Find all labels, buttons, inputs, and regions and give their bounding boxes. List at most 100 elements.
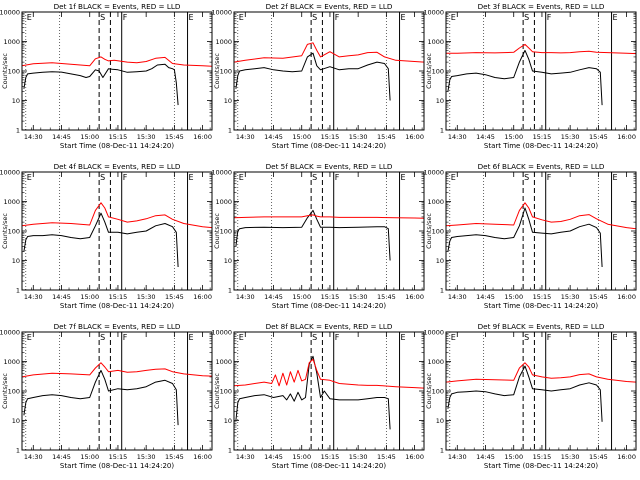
y-axis-label: Counts/sec [1, 213, 9, 249]
series-events [235, 52, 391, 101]
x-tick-label: 16:00 [405, 453, 424, 461]
marker-label-e-start: E [451, 13, 456, 22]
series-events [447, 207, 603, 268]
y-tick-label: 1 [440, 127, 444, 135]
marker-label-s: S [100, 13, 105, 22]
x-tick-label: 15:45 [377, 293, 396, 301]
y-axis-label: Counts/sec [213, 373, 221, 409]
y-tick-label: 100 [432, 228, 444, 236]
marker-label-e-end: E [189, 13, 194, 22]
series-events [447, 365, 603, 422]
y-tick-label: 10 [436, 97, 444, 105]
panel-det-1f: Det 1f BLACK = Events, RED = LLD Counts/s… [0, 2, 213, 150]
marker-label-f: F [335, 333, 340, 342]
series-events [23, 369, 179, 426]
y-axis-label: Counts/sec [425, 213, 433, 249]
x-tick-label: 16:00 [617, 133, 636, 141]
y-tick-label: 10 [224, 257, 232, 265]
x-tick-label: 15:45 [165, 293, 184, 301]
y-tick-label: 1000 [427, 358, 444, 366]
series-lld [446, 43, 637, 55]
y-tick-label: 10000 [423, 169, 444, 177]
y-tick-label: 1000 [215, 358, 232, 366]
x-tick-label: 15:45 [377, 133, 396, 141]
x-tick-label: 15:30 [137, 293, 156, 301]
marker-label-e-end: E [189, 333, 194, 342]
y-tick-label: 100 [220, 388, 232, 396]
marker-label-s: S [312, 173, 317, 182]
series-lld [21, 202, 213, 229]
y-axis-label: Counts/sec [425, 373, 433, 409]
y-tick-label: 1 [228, 127, 232, 135]
marker-label-e-end: E [613, 333, 618, 342]
x-tick-label: 15:45 [589, 293, 608, 301]
marker-label-e-end: E [401, 333, 406, 342]
y-tick-label: 100 [432, 388, 444, 396]
y-tick-label: 10000 [423, 329, 444, 337]
y-tick-label: 10 [12, 97, 20, 105]
y-tick-label: 10 [224, 417, 232, 425]
y-axis-label: Counts/sec [1, 53, 9, 89]
x-tick-label: 14:30 [24, 133, 43, 141]
x-tick-label: 15:15 [109, 133, 128, 141]
x-tick-label: 15:45 [165, 133, 184, 141]
y-tick-label: 1 [440, 447, 444, 455]
y-tick-label: 1 [16, 127, 20, 135]
x-tick-label: 15:00 [80, 293, 99, 301]
panel-det-5f: Det 5f BLACK = Events, RED = LLD Counts/s… [211, 162, 425, 310]
marker-label-s: S [524, 13, 529, 22]
marker-label-f: F [547, 13, 552, 22]
plot-frame [233, 171, 425, 291]
plot-frame [21, 331, 213, 451]
y-tick-label: 100 [220, 228, 232, 236]
y-tick-label: 100 [8, 68, 20, 76]
y-tick-label: 10 [12, 417, 20, 425]
marker-label-e-end: E [401, 173, 406, 182]
x-tick-label: 15:00 [292, 293, 311, 301]
x-axis-label: Start Time (08-Dec-11 14:24:20) [272, 142, 386, 150]
y-axis-label: Counts/sec [213, 213, 221, 249]
x-tick-label: 16:00 [405, 293, 424, 301]
x-tick-label: 14:30 [448, 133, 467, 141]
panel-title: Det 7f BLACK = Events, RED = LLD [54, 322, 181, 331]
y-tick-label: 100 [8, 228, 20, 236]
y-tick-label: 10000 [211, 329, 232, 337]
y-tick-label: 1 [228, 447, 232, 455]
panel-title: Det 6f BLACK = Events, RED = LLD [478, 162, 605, 171]
plot-frame [445, 331, 637, 451]
series-lld [21, 56, 213, 67]
x-tick-label: 16:00 [193, 133, 212, 141]
y-tick-label: 10 [436, 257, 444, 265]
x-tick-label: 15:45 [165, 453, 184, 461]
y-axis-label: Counts/sec [425, 53, 433, 89]
x-tick-label: 15:00 [292, 453, 311, 461]
x-tick-label: 14:45 [264, 133, 283, 141]
x-tick-label: 15:45 [589, 133, 608, 141]
x-tick-label: 15:15 [533, 293, 552, 301]
marker-label-e-start: E [451, 173, 456, 182]
x-tick-label: 14:30 [448, 453, 467, 461]
y-tick-label: 1000 [3, 198, 20, 206]
series-lld [233, 358, 425, 389]
series-lld [233, 42, 425, 63]
panel-det-4f: Det 4f BLACK = Events, RED = LLD Counts/s… [0, 162, 213, 310]
marker-label-f: F [335, 173, 340, 182]
y-tick-label: 1000 [215, 38, 232, 46]
panel-title: Det 2f BLACK = Events, RED = LLD [266, 2, 393, 11]
x-tick-label: 15:15 [321, 293, 340, 301]
marker-label-e-start: E [239, 333, 244, 342]
marker-label-e-end: E [189, 173, 194, 182]
x-tick-label: 15:15 [109, 293, 128, 301]
y-tick-label: 1000 [3, 38, 20, 46]
marker-label-e-start: E [27, 333, 32, 342]
y-tick-label: 10 [12, 257, 20, 265]
x-tick-label: 15:45 [589, 453, 608, 461]
x-tick-label: 16:00 [617, 293, 636, 301]
x-tick-label: 14:30 [236, 293, 255, 301]
marker-label-e-start: E [239, 13, 244, 22]
x-tick-label: 15:00 [80, 453, 99, 461]
plot-frame [21, 11, 213, 131]
x-tick-label: 15:30 [561, 453, 580, 461]
marker-label-e-end: E [613, 13, 618, 22]
panel-det-3f: Det 3f BLACK = Events, RED = LLD Counts/s… [423, 2, 637, 150]
